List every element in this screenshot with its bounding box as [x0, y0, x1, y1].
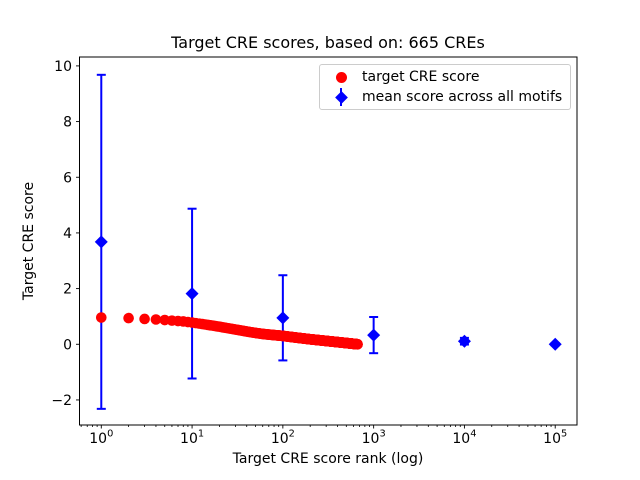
blue-diamond-point — [367, 328, 381, 342]
blue-errorbar — [94, 73, 108, 410]
blue-errorbar — [548, 337, 562, 351]
x-tick-label: 102 — [271, 429, 295, 448]
blue-errorbar — [185, 207, 199, 380]
chart-title: Target CRE scores, based on: 665 CREs — [171, 33, 485, 52]
x-axis-label: Target CRE score rank (log) — [232, 451, 424, 467]
axes: 100 101 102 103 104 105 −2 0 2 4 6 8 10 — [51, 59, 567, 447]
blue-diamond-point — [276, 311, 290, 325]
legend-label-mean-score: mean score across all motifs — [362, 89, 563, 105]
y-tick-label: 2 — [63, 282, 72, 298]
blue-diamond-point — [94, 235, 108, 249]
blue-series-mean-scores — [94, 73, 562, 410]
y-ticks: −2 0 2 4 6 8 10 — [51, 59, 80, 409]
blue-diamond-point — [548, 337, 562, 351]
blue-diamond-point — [457, 334, 471, 348]
x-tick-label: 103 — [362, 429, 386, 448]
blue-errorbar — [276, 274, 290, 362]
y-tick-label: 0 — [63, 337, 72, 353]
red-circle-marker-icon — [320, 67, 362, 87]
red-point — [139, 313, 150, 325]
x-tick-label: 101 — [180, 429, 204, 448]
blue-errorbar — [367, 315, 381, 355]
legend-item-target-score: target CRE score — [320, 67, 570, 87]
red-series-target-scores — [95, 312, 363, 350]
blue-errorbar — [457, 334, 471, 348]
plot-border — [79, 56, 578, 426]
x-tick-label: 104 — [452, 429, 476, 448]
x-major-ticks: 100 101 102 103 104 105 — [89, 425, 567, 447]
y-tick-label: 8 — [63, 115, 72, 131]
y-tick-label: 10 — [54, 59, 72, 75]
legend: target CRE score mean score across all m… — [319, 64, 571, 110]
red-point — [352, 338, 363, 350]
legend-label-target-score: target CRE score — [362, 69, 480, 85]
red-point — [95, 312, 107, 323]
legend-item-mean-score: mean score across all motifs — [320, 87, 570, 107]
y-axis-label: Target CRE score — [21, 181, 37, 301]
blue-diamond-errorbar-marker-icon — [320, 87, 362, 107]
y-tick-label: 6 — [63, 170, 72, 186]
y-tick-label: 4 — [63, 226, 72, 242]
x-tick-label: 100 — [89, 429, 113, 448]
blue-diamond-point — [185, 287, 199, 301]
red-point — [123, 312, 134, 324]
y-tick-label: −2 — [51, 393, 72, 409]
x-tick-label: 105 — [543, 429, 567, 448]
red-point — [150, 314, 162, 325]
